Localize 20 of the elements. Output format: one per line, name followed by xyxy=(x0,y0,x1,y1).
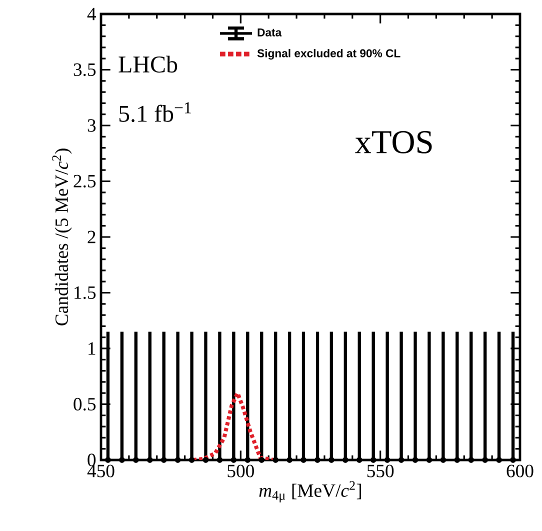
y-tick-label: 2 xyxy=(88,230,96,244)
x-tick-label: 450 xyxy=(87,464,114,478)
y-tick-label: 0 xyxy=(88,454,96,466)
y-tick-label: 3.5 xyxy=(74,63,96,76)
x-tick-label: 600 xyxy=(506,464,534,478)
y-tick-label: 3 xyxy=(88,119,96,132)
y-tick-label: 4 xyxy=(87,8,96,20)
legend-label: Signal excluded at 90% CL xyxy=(257,48,400,60)
y-tick-label: 0.5 xyxy=(74,398,96,411)
legend-label: Data xyxy=(258,28,282,36)
x-tick-label: 550 xyxy=(367,464,394,478)
annotation: 5.1 fb$^{−1}$ xyxy=(119,102,191,122)
y-tick-label: 1 xyxy=(88,342,96,355)
x-axis-title: m$_{4μ}$ [MeV/c$^{2}$] xyxy=(259,481,362,502)
y-tick-label: 2.5 xyxy=(74,174,96,188)
y-axis-title: Candidates /(5 MeV/c$^{2}$) xyxy=(52,148,72,326)
annotation: LHCb xyxy=(118,56,178,73)
x-tick-label: 500 xyxy=(228,464,254,478)
y-tick-label: 1.5 xyxy=(74,286,96,300)
annotation: xTOS xyxy=(355,131,432,154)
